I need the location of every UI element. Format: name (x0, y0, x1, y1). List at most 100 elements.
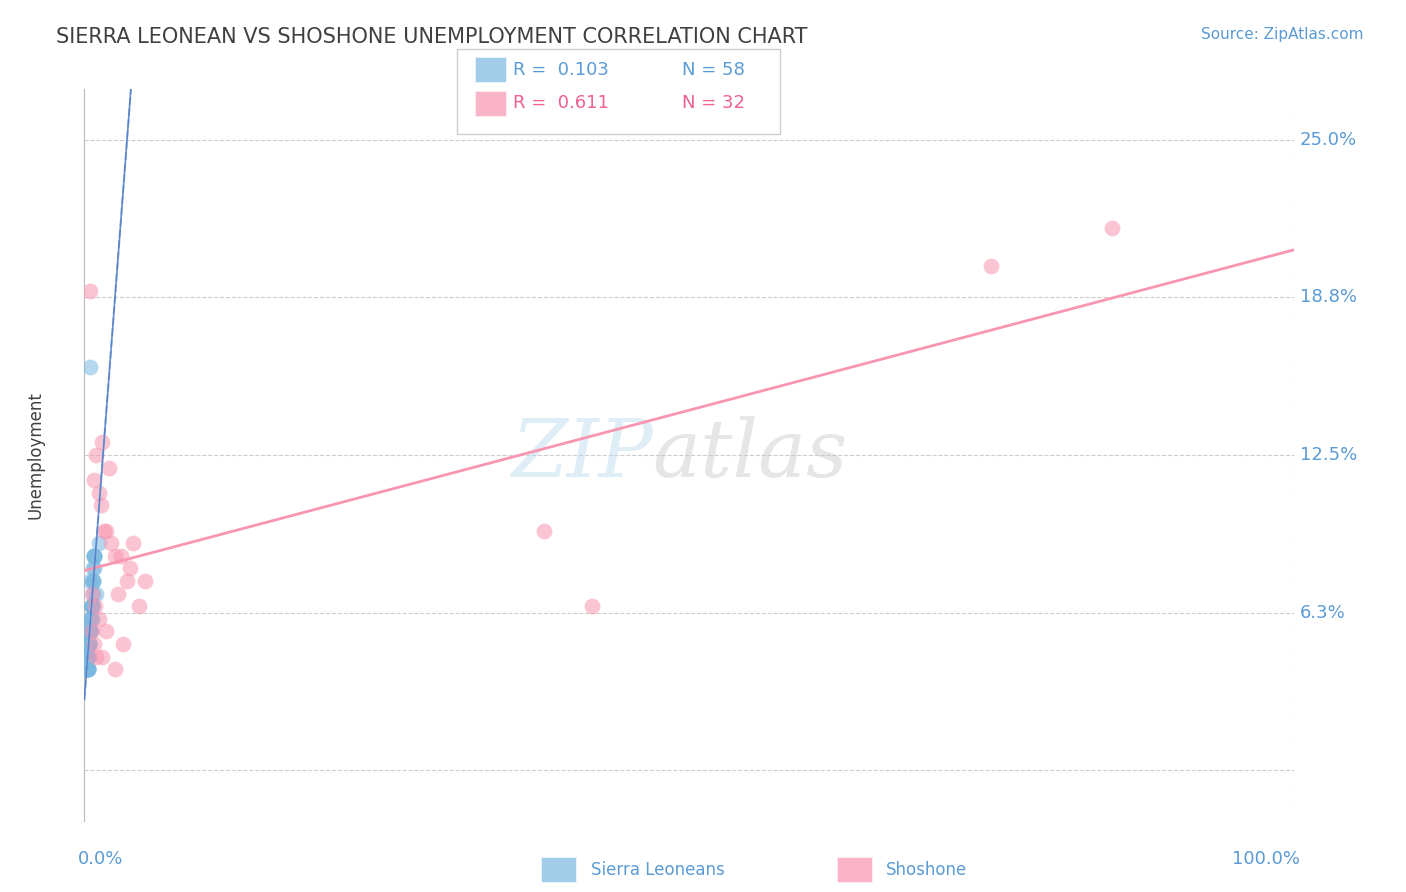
Point (90, 499, 112, 513)
Point (83, 637, 105, 651)
Point (79, 574, 101, 588)
Point (91, 649, 114, 664)
Point (77, 637, 100, 651)
Point (77, 649, 100, 664)
Point (79, 624, 101, 639)
Point (86, 448, 108, 462)
Point (79, 624, 101, 639)
Point (77, 637, 100, 651)
Point (77, 662, 100, 676)
Text: Shoshone: Shoshone (886, 861, 967, 879)
Point (77, 637, 100, 651)
Text: N = 32: N = 32 (682, 95, 745, 112)
Point (80, 599, 103, 614)
Point (83, 549, 105, 563)
Point (77, 649, 100, 664)
Point (79, 612, 101, 626)
Point (79, 624, 101, 639)
Point (100, 536, 122, 550)
Point (79, 624, 101, 639)
Point (80, 612, 103, 626)
Point (112, 637, 135, 651)
Point (77, 637, 100, 651)
Point (107, 587, 129, 601)
Point (80, 599, 103, 614)
Text: 25.0%: 25.0% (1299, 130, 1357, 149)
Point (77, 662, 100, 676)
Point (110, 549, 132, 563)
Point (79, 624, 101, 639)
Point (83, 473, 105, 487)
Point (84, 599, 107, 614)
Point (83, 549, 105, 563)
Point (115, 574, 138, 588)
Point (80, 587, 103, 601)
Point (128, 599, 150, 614)
Text: atlas: atlas (652, 417, 848, 493)
Point (77, 649, 100, 664)
Point (77, 637, 100, 651)
Point (94, 624, 117, 639)
Point (87, 536, 110, 550)
Point (1101, 221, 1123, 235)
Text: N = 58: N = 58 (682, 61, 745, 78)
Point (77, 649, 100, 664)
Point (120, 561, 142, 575)
Point (83, 561, 105, 575)
Point (97, 460, 120, 475)
Point (86, 649, 108, 664)
Point (980, 259, 1002, 273)
Point (80, 599, 103, 614)
Point (82, 574, 104, 588)
Text: Sierra Leoneans: Sierra Leoneans (591, 861, 724, 879)
Point (79, 624, 101, 639)
Point (77, 662, 100, 676)
Text: Unemployment: Unemployment (27, 391, 45, 519)
Point (79, 624, 101, 639)
Point (104, 549, 127, 563)
Text: ZIP: ZIP (510, 417, 652, 493)
Point (80, 599, 103, 614)
Text: 18.8%: 18.8% (1299, 288, 1357, 306)
Text: 6.3%: 6.3% (1299, 604, 1346, 622)
Point (134, 574, 156, 588)
Point (121, 536, 143, 550)
Point (79, 359, 101, 374)
Point (94, 524, 117, 538)
Point (80, 599, 103, 614)
Point (82, 587, 104, 601)
Point (82, 574, 104, 588)
Point (80, 599, 103, 614)
Point (77, 649, 100, 664)
Text: R =  0.103: R = 0.103 (513, 61, 609, 78)
Point (86, 587, 108, 601)
Point (104, 662, 127, 676)
Point (77, 637, 100, 651)
Point (76, 662, 98, 676)
Text: 100.0%: 100.0% (1232, 850, 1299, 868)
Point (77, 662, 100, 676)
Point (80, 599, 103, 614)
Point (77, 637, 100, 651)
Point (77, 637, 100, 651)
Point (87, 485, 110, 500)
Text: SIERRA LEONEAN VS SHOSHONE UNEMPLOYMENT CORRELATION CHART: SIERRA LEONEAN VS SHOSHONE UNEMPLOYMENT … (56, 27, 807, 46)
Text: 12.5%: 12.5% (1299, 446, 1357, 464)
Point (82, 574, 104, 588)
Point (533, 524, 555, 538)
Point (76, 662, 98, 676)
Point (87, 612, 110, 626)
Text: Source: ZipAtlas.com: Source: ZipAtlas.com (1201, 27, 1364, 42)
Point (79, 612, 101, 626)
Point (77, 637, 100, 651)
Point (83, 549, 105, 563)
Point (79, 284, 101, 298)
Point (82, 561, 104, 575)
Point (93, 524, 115, 538)
Point (77, 662, 100, 676)
Point (80, 599, 103, 614)
Point (581, 599, 603, 614)
Point (83, 549, 105, 563)
Point (80, 612, 103, 626)
Point (91, 435, 114, 450)
